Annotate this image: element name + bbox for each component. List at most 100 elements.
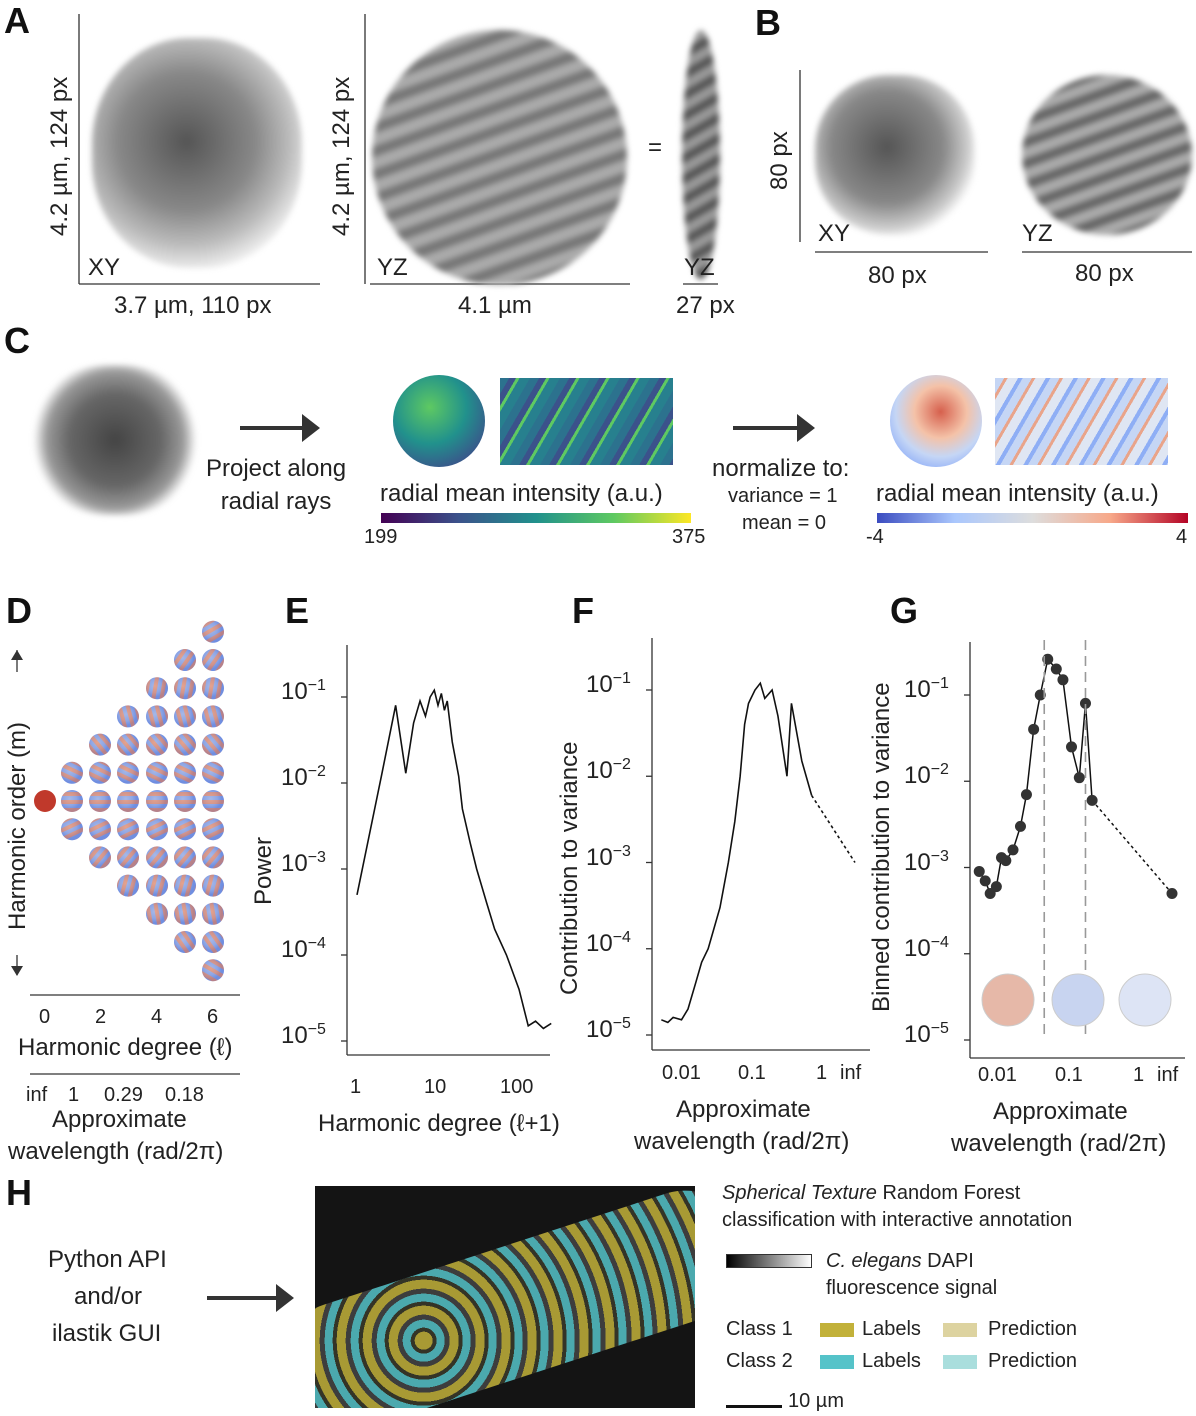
harmonic-sphere-pattern bbox=[117, 761, 139, 784]
harmonic-sphere-pattern bbox=[174, 733, 197, 756]
arrowhead-icon bbox=[11, 650, 23, 660]
wl-tick: 1 bbox=[68, 1084, 80, 1106]
harmonic-sphere-pattern bbox=[146, 902, 168, 925]
harmonic-sphere-l0 bbox=[34, 790, 56, 812]
wl-tick: 0.18 bbox=[165, 1084, 204, 1106]
harmonic-sphere-pattern bbox=[202, 959, 224, 982]
panel-label-a: A bbox=[4, 0, 30, 41]
class1-label: Class 1 bbox=[726, 1318, 793, 1340]
coolwarm-sphere bbox=[890, 375, 982, 467]
colorbar-2-max: 4 bbox=[1176, 526, 1188, 548]
harmonic-sphere-pattern bbox=[117, 790, 139, 812]
title-line2: classification with interactive annotati… bbox=[722, 1209, 1073, 1231]
y-tick-label: 10−4 bbox=[586, 928, 631, 957]
g-xtick: 0.01 bbox=[978, 1064, 1017, 1086]
colorbar-1-max: 375 bbox=[672, 526, 706, 548]
dapi-label: DAPI bbox=[921, 1250, 974, 1272]
y-tick-label: 10−1 bbox=[904, 675, 949, 703]
harmonic-sphere-pattern bbox=[89, 818, 111, 841]
harmonic-sphere-pattern bbox=[89, 761, 111, 784]
y-tick-label: 10−4 bbox=[281, 935, 326, 963]
coolwarm-colorbar bbox=[877, 513, 1188, 523]
panel-label-b: B bbox=[755, 2, 781, 43]
class2-labels-text: Labels bbox=[862, 1350, 921, 1372]
arrowhead-icon bbox=[276, 1284, 294, 1312]
harmonic-sphere-pattern bbox=[146, 733, 168, 756]
coolwarm-map bbox=[995, 378, 1168, 465]
g-ylabel: Binned contribution to variance bbox=[868, 682, 895, 1012]
d-tick: 2 bbox=[95, 1006, 107, 1028]
project-label: Project along radial rays bbox=[206, 455, 347, 515]
data-point bbox=[1007, 844, 1019, 856]
y-tick-label: 10−3 bbox=[586, 842, 631, 871]
data-point bbox=[973, 865, 985, 877]
f-ylabel: Contribution to variance bbox=[556, 741, 583, 995]
x-scale-label: 80 px bbox=[868, 262, 927, 289]
harmonic-order-label: Harmonic order (m) bbox=[4, 721, 31, 930]
harmonic-sphere-pattern bbox=[146, 761, 168, 784]
harmonic-sphere-pattern bbox=[202, 902, 224, 925]
data-point bbox=[979, 875, 991, 887]
y-tick-label: 10−1 bbox=[586, 670, 631, 698]
y-scale-label: 4.2 µm, 124 px bbox=[328, 76, 355, 236]
xy-label: XY bbox=[818, 220, 851, 247]
ilastik-label: ilastik GUI bbox=[52, 1320, 162, 1347]
yz-label: YZ bbox=[684, 254, 715, 281]
nuclei-overlay bbox=[315, 1186, 695, 1408]
harmonic-sphere-pattern bbox=[174, 649, 196, 671]
class1-prediction-text: Prediction bbox=[988, 1318, 1077, 1340]
data-point bbox=[1057, 674, 1069, 686]
harmonic-sphere-pattern bbox=[61, 790, 83, 812]
dapi-grayscale-bar bbox=[726, 1254, 812, 1268]
f-xtick: 1 bbox=[816, 1062, 828, 1084]
harmonic-sphere-pattern bbox=[174, 761, 197, 784]
harmonic-sphere-pattern bbox=[61, 818, 83, 841]
arrowhead-icon bbox=[11, 966, 23, 976]
harmonic-sphere-pattern bbox=[202, 705, 224, 728]
harmonic-sphere-pattern bbox=[202, 677, 224, 700]
harmonic-sphere-pattern bbox=[89, 733, 111, 756]
class1-labels-text: Labels bbox=[862, 1318, 921, 1340]
harmonic-sphere-pattern bbox=[117, 846, 139, 869]
panel-label-f: F bbox=[572, 590, 594, 631]
xy-label: XY bbox=[88, 254, 121, 281]
nucleus-yz-image bbox=[372, 30, 627, 285]
nucleus-yz-scaled-image bbox=[682, 30, 720, 280]
class2-prediction-text: Prediction bbox=[988, 1350, 1077, 1372]
nucleus-xy-small-image bbox=[815, 75, 975, 235]
equals-sign: = bbox=[648, 134, 663, 161]
panel-label-c: C bbox=[4, 320, 30, 361]
arrowhead-icon bbox=[797, 414, 815, 442]
harmonic-sphere-pattern bbox=[174, 902, 196, 925]
panel-label-h: H bbox=[6, 1172, 32, 1213]
wavelength-label: wavelength (rad/2π) bbox=[8, 1138, 224, 1165]
y-tick-label: 10−3 bbox=[904, 847, 949, 876]
f-xtick: inf bbox=[840, 1062, 862, 1084]
harmonic-sphere-pattern bbox=[202, 733, 224, 756]
d-tick: 6 bbox=[207, 1006, 219, 1028]
harmonic-sphere-pattern bbox=[117, 874, 139, 897]
series-line bbox=[661, 681, 813, 1024]
data-point bbox=[1028, 723, 1040, 735]
x-scale-label: 80 px bbox=[1075, 260, 1134, 287]
title-rest: Random Forest bbox=[876, 1182, 1021, 1204]
e-xlabel: Harmonic degree (ℓ+1) bbox=[318, 1110, 560, 1137]
y-scale-label: 80 px bbox=[766, 131, 793, 190]
harmonic-sphere-pattern bbox=[174, 790, 196, 812]
x-scale-label: 4.1 µm bbox=[458, 292, 532, 319]
nucleus-yz-small-image bbox=[1022, 75, 1192, 235]
harmonic-degree-label: Harmonic degree (ℓ) bbox=[18, 1034, 233, 1061]
y-tick-label: 10−2 bbox=[586, 756, 631, 785]
g-xtick: inf bbox=[1157, 1064, 1179, 1086]
data-point bbox=[1079, 697, 1091, 709]
f-xtick: 0.01 bbox=[662, 1062, 701, 1084]
class1-labels-swatch bbox=[820, 1323, 854, 1337]
viridis-colorbar bbox=[381, 513, 691, 523]
harmonic-sphere-pattern bbox=[61, 761, 83, 784]
data-point bbox=[1050, 663, 1062, 675]
title-italic: Spherical Texture bbox=[722, 1182, 877, 1204]
e-xtick: 10 bbox=[424, 1076, 447, 1098]
viridis-map bbox=[500, 378, 673, 465]
class1-prediction-swatch bbox=[943, 1323, 977, 1337]
